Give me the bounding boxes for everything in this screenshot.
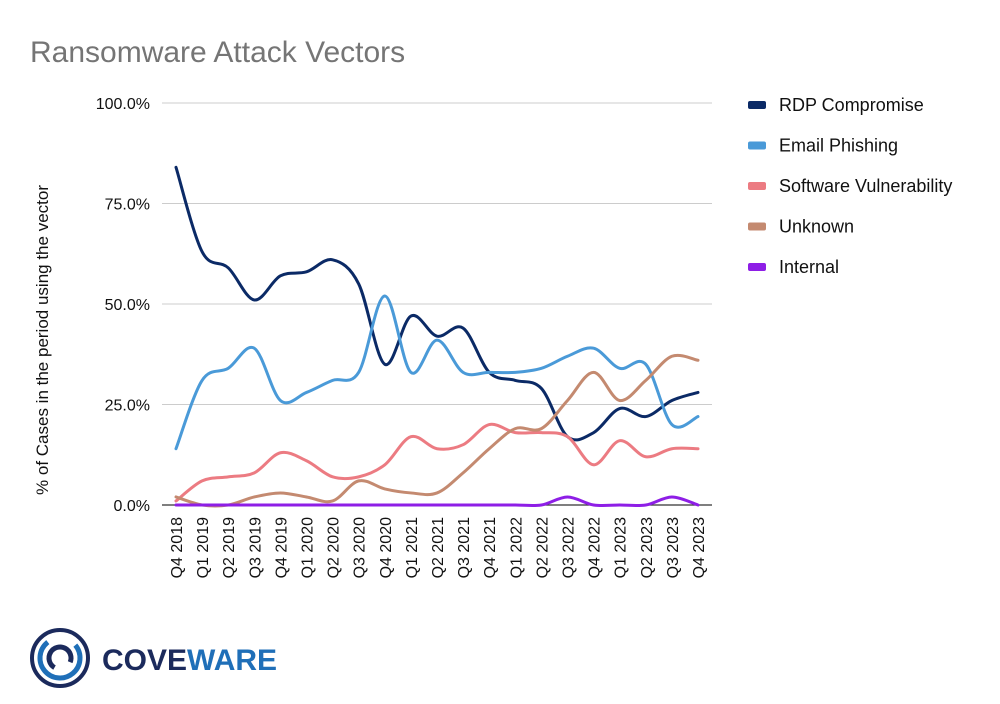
x-tick-label: Q4 2021 — [482, 517, 499, 578]
x-tick-label: Q3 2021 — [456, 517, 473, 578]
x-tick-label: Q4 2019 — [273, 517, 290, 578]
brand-name-part1: COVE — [102, 644, 187, 677]
series-line-rdp-compromise — [174, 165, 700, 442]
legend: RDP Compromise Email Phishing Software Vul… — [748, 95, 952, 277]
legend-swatch-internal — [748, 263, 766, 271]
x-tick-label: Q2 2022 — [534, 517, 551, 578]
y-axis-label: % of Cases in the period using the vecto… — [33, 185, 52, 495]
y-tick-label: 0.0% — [114, 498, 150, 515]
y-tick-label: 50.0% — [105, 297, 150, 314]
x-tick-label: Q3 2019 — [247, 517, 264, 578]
x-tick-label: Q4 2022 — [587, 517, 604, 578]
x-tick-label: Q2 2020 — [326, 517, 343, 578]
legend-swatch-rdp-compromise — [748, 101, 766, 109]
x-tick-label: Q2 2023 — [639, 517, 656, 578]
legend-swatch-software-vulnerability — [748, 182, 766, 190]
y-tick-label: 25.0% — [105, 398, 150, 415]
series-line-internal — [174, 495, 700, 508]
y-axis-ticks: 0.0% 25.0% 50.0% 75.0% 100.0% — [96, 96, 150, 515]
y-tick-label: 100.0% — [96, 96, 150, 113]
legend-label-rdp-compromise: RDP Compromise — [779, 95, 924, 115]
x-tick-label: Q2 2021 — [430, 517, 447, 578]
legend-label-unknown: Unknown — [779, 217, 854, 237]
x-tick-label: Q1 2021 — [404, 517, 421, 578]
coveware-logo: COVEWARE — [30, 628, 277, 688]
y-tick-label: 75.0% — [105, 197, 150, 214]
legend-label-email-phishing: Email Phishing — [779, 136, 898, 156]
x-tick-label: Q1 2023 — [613, 517, 630, 578]
x-tick-label: Q2 2019 — [221, 517, 238, 578]
series-lines — [174, 165, 700, 508]
series-line-email-phishing — [174, 294, 700, 451]
x-axis-ticks: Q4 2018 Q1 2019 Q2 2019 Q3 2019 Q4 2019 Q1 20… — [169, 517, 708, 578]
legend-label-internal: Internal — [779, 257, 839, 277]
coveware-circle-icon — [30, 628, 90, 688]
brand-wordmark: COVEWARE — [102, 644, 277, 677]
x-tick-label: Q1 2020 — [300, 517, 317, 578]
x-tick-label: Q3 2020 — [352, 517, 369, 578]
legend-swatch-email-phishing — [748, 141, 766, 150]
x-tick-label: Q1 2019 — [195, 517, 212, 578]
x-tick-label: Q4 2018 — [169, 517, 186, 578]
x-tick-label: Q3 2022 — [561, 517, 578, 578]
x-tick-label: Q1 2022 — [508, 517, 525, 578]
x-tick-label: Q3 2023 — [665, 517, 682, 578]
chart-title: Ransomware Attack Vectors — [30, 36, 405, 69]
x-tick-label: Q4 2020 — [378, 517, 395, 578]
series-line-software-vulnerability — [174, 422, 700, 503]
series-line-unknown — [174, 353, 700, 508]
x-tick-label: Q4 2023 — [691, 517, 708, 578]
legend-label-software-vulnerability: Software Vulnerability — [779, 176, 952, 196]
brand-name-part2: WARE — [187, 644, 277, 677]
legend-swatch-unknown — [748, 222, 766, 231]
